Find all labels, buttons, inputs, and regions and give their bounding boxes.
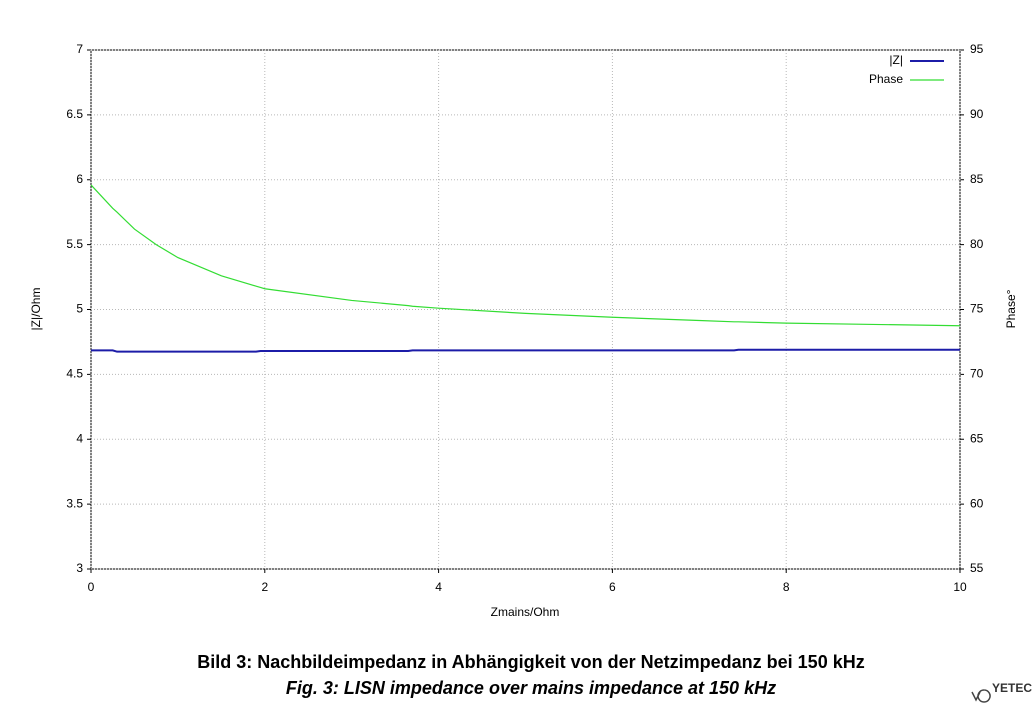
y2-tick-label: 70	[970, 367, 984, 381]
y-tick-label: 7	[76, 42, 83, 56]
y-tick-label: 3	[76, 561, 83, 575]
x-tick-label: 6	[609, 580, 616, 594]
y-tick-label: 5.5	[66, 237, 83, 251]
y2-tick-label: 85	[970, 172, 984, 186]
y2-tick-label: 75	[970, 302, 984, 316]
legend-label: |Z|	[889, 53, 903, 67]
x-tick-label: 8	[783, 580, 790, 594]
logo-icon	[971, 689, 991, 703]
y-tick-label: 6	[76, 172, 83, 186]
series-line	[90, 184, 961, 327]
y-tick-label: 5	[76, 302, 83, 316]
y2-tick-label: 90	[970, 107, 984, 121]
y-axis-label: |Z|/Ohm	[29, 288, 43, 331]
caption-en: Fig. 3: LISN impedance over mains impeda…	[286, 678, 776, 698]
y2-tick-label: 65	[970, 431, 984, 445]
y2-tick-label: 95	[970, 42, 984, 56]
y-tick-label: 6.5	[66, 107, 83, 121]
x-tick-label: 0	[88, 580, 95, 594]
series-line	[91, 348, 960, 353]
y-tick-label: 3.5	[66, 496, 83, 510]
x-tick-label: 2	[261, 580, 268, 594]
y2-tick-label: 80	[970, 237, 984, 251]
y-tick-label: 4	[76, 431, 83, 445]
y2-tick-label: 60	[970, 496, 984, 510]
legend-label: Phase	[869, 72, 903, 86]
y2-axis-label: Phase°	[1004, 289, 1018, 328]
x-axis-label: Zmains/Ohm	[491, 605, 560, 619]
y-tick-label: 4.5	[66, 367, 83, 381]
caption: Bild 3: Nachbildeimpedanz in Abhängigkei…	[197, 652, 864, 672]
y2-tick-label: 55	[970, 561, 984, 575]
x-tick-label: 4	[435, 580, 442, 594]
logo: YETEC	[992, 681, 1032, 695]
x-tick-label: 10	[953, 580, 967, 594]
